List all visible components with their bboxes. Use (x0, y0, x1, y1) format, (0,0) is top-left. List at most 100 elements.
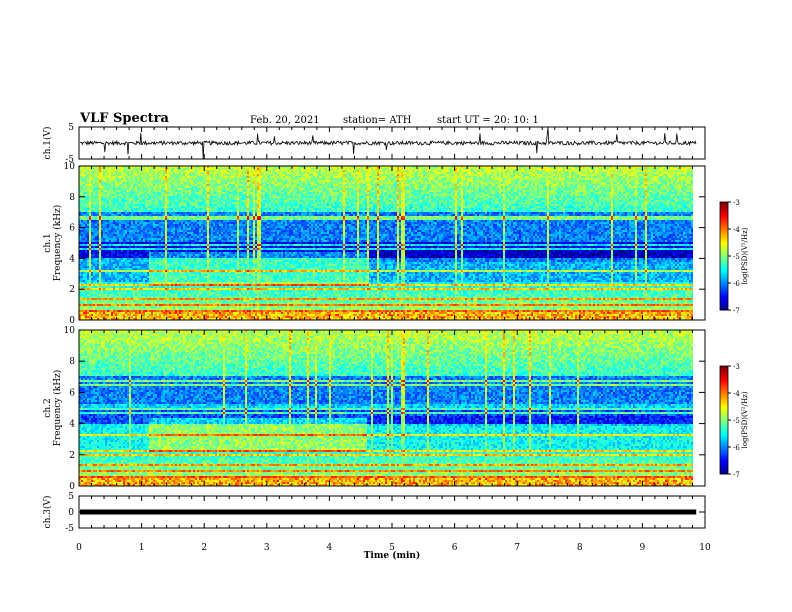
spectrogram-cell (589, 194, 591, 196)
spectrogram-cell (667, 190, 669, 192)
spectrogram-cell (127, 186, 129, 188)
spectrogram-cell (363, 166, 365, 168)
spectrogram-cell (499, 176, 501, 178)
spectrogram-cell (183, 192, 185, 194)
spectrogram-cell (573, 168, 575, 170)
spectrogram-cell (567, 180, 569, 182)
spectrogram-cell (381, 186, 383, 188)
spectrogram-cell (109, 190, 111, 192)
spectrogram-cell (601, 194, 603, 196)
spectrogram-cell (149, 166, 151, 168)
spectrogram-cell (271, 168, 273, 170)
spectrogram-cell (83, 180, 85, 182)
spectrogram-cell (235, 194, 237, 196)
spectrogram-cell (627, 190, 629, 192)
spectrogram-cell (571, 166, 573, 168)
spectrogram-cell (395, 196, 397, 198)
spectrogram-cell (133, 178, 135, 180)
spectrogram-cell (493, 190, 495, 192)
spectrogram-cell (89, 170, 91, 172)
spectrogram-cell (637, 174, 639, 176)
spectrogram-cell (287, 186, 289, 188)
spectrogram-cell (341, 186, 343, 188)
spectrogram-cell (361, 180, 363, 182)
spectrogram-cell (323, 182, 325, 184)
spectrogram-cell (393, 178, 395, 180)
spectrogram-cell (349, 176, 351, 178)
spectrogram-cell (609, 186, 611, 188)
spectrogram-cell (597, 176, 599, 178)
spectrogram-cell (95, 170, 97, 172)
spectrogram-cell (681, 174, 683, 176)
spectrogram-cell (139, 190, 141, 192)
spectrogram-cell (493, 180, 495, 182)
spectrogram-cell (479, 180, 481, 182)
spectrogram-cell (145, 196, 147, 198)
spectrogram-cell (475, 190, 477, 192)
spectrogram-cell (685, 194, 687, 196)
spectrogram-cell (217, 192, 219, 194)
spectrogram-cell (167, 168, 169, 170)
spectrogram-cell (367, 178, 369, 180)
spectrogram-cell (521, 196, 523, 198)
spectrogram-cell (187, 176, 189, 178)
spectrogram-cell (579, 192, 581, 194)
spectrogram-cell (293, 178, 295, 180)
spectrogram-cell (171, 168, 173, 170)
spectrogram-cell (439, 194, 441, 196)
spectrogram-cell (273, 186, 275, 188)
spectrogram-cell (575, 180, 577, 182)
spectrogram-cell (119, 196, 121, 198)
spectrogram-cell (249, 170, 251, 172)
spectrogram-cell (515, 184, 517, 186)
spectrogram-cell (327, 170, 329, 172)
spectrogram-cell (439, 174, 441, 176)
spectrogram-cell (365, 176, 367, 178)
spectrogram-cell (639, 194, 641, 196)
spectrogram-cell (557, 172, 559, 174)
spectrogram-cell (175, 190, 177, 192)
spectrogram-cell (627, 168, 629, 170)
spectrogram-cell (559, 174, 561, 176)
spectrogram-cell (605, 196, 607, 198)
spectrogram-cell (327, 182, 329, 184)
spectrogram-cell (167, 170, 169, 172)
spectrogram-cell (451, 184, 453, 186)
spectrogram-cell (113, 176, 115, 178)
spectrogram-cell (403, 194, 405, 196)
spectrogram-cell (239, 188, 241, 190)
spectrogram-cell (559, 168, 561, 170)
spectrogram-cell (641, 192, 643, 194)
spectrogram-cell (511, 170, 513, 172)
spectrogram-cell (251, 172, 253, 174)
spectrogram-cell (677, 178, 679, 180)
spectrogram-cell (423, 186, 425, 188)
spectrogram-cell (249, 192, 251, 194)
spectrogram-cell (145, 178, 147, 180)
spectrogram-cell (675, 190, 677, 192)
spectrogram-cell (581, 172, 583, 174)
spectrogram-cell (583, 194, 585, 196)
spectrogram-cell (691, 170, 693, 172)
spectrogram-cell (549, 168, 551, 170)
spectrogram-cell (571, 182, 573, 184)
spectrogram-cell (385, 196, 387, 198)
spectrogram-cell (631, 194, 633, 196)
spectrogram-cell (187, 178, 189, 180)
spectrogram-cell (665, 190, 667, 192)
spectrogram-cell (309, 170, 311, 172)
spectrogram-cell (301, 184, 303, 186)
spectrogram-cell (375, 174, 377, 176)
spectrogram-cell (195, 192, 197, 194)
spectrogram-cell (603, 196, 605, 198)
spectrogram-cell (161, 190, 163, 192)
spectrogram-cell (603, 170, 605, 172)
spectrogram-cell (359, 186, 361, 188)
spectrogram-cell (677, 188, 679, 190)
spectrogram-cell (547, 170, 549, 172)
spectrogram-cell (229, 188, 231, 190)
spectrogram-cell (539, 188, 541, 190)
spectrogram-cell (675, 192, 677, 194)
spectrogram-cell (631, 190, 633, 192)
spectrogram-cell (505, 196, 507, 198)
